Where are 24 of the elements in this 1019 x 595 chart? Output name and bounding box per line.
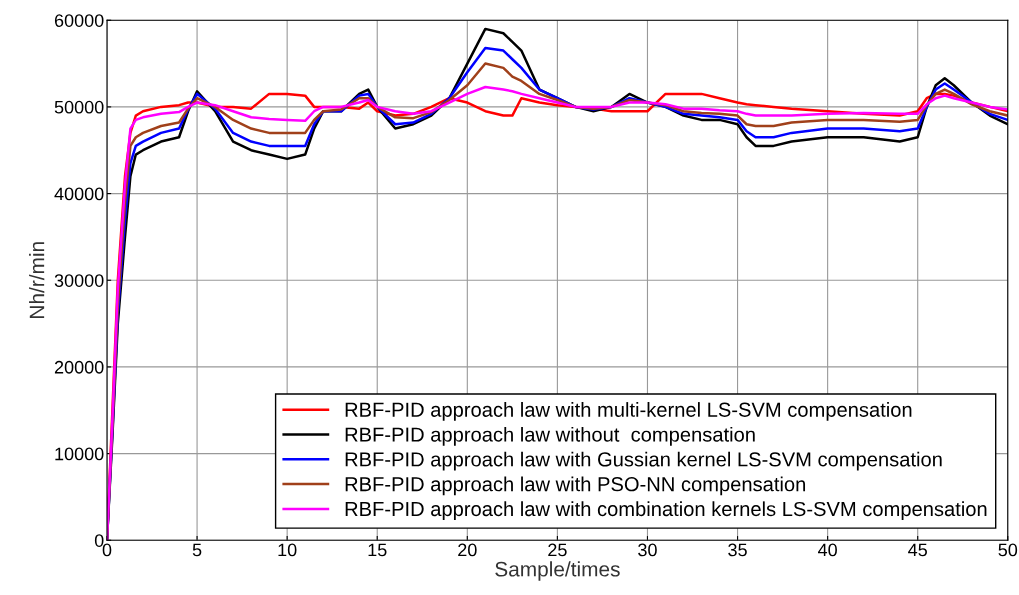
y-tick-label: 40000 [54,187,104,201]
x-tick-label: 45 [908,543,927,557]
y-tick-label: 60000 [54,14,104,27]
x-axis-title: Sample/times [495,561,620,581]
y-tick-label: 10000 [55,447,104,461]
x-tick-label: 35 [728,543,747,557]
legend-label: RBF-PID approach law without compensation [345,426,755,446]
y-tick-label: 20000 [54,360,104,374]
legend-label: RBF-PID approach law with multi-kernel LS-SVM compensation [345,402,912,421]
legend-label: RBF-PID approach law with Gussian kernel LS-SVM compensation [345,451,942,471]
y-tick-label: 0 [94,534,104,547]
y-tick-label: 50000 [54,100,104,114]
x-tick-label: 10 [278,543,297,557]
x-tick-label: 40 [818,543,837,557]
y-axis-title: Nh/r/min [29,242,45,318]
y-tick-label: 30000 [54,274,104,287]
legend-label: RBF-PID approach law with combination kernels LS-SVM compensation [345,501,987,521]
x-tick-label: 5 [192,543,202,557]
legend-label: RBF-PID approach law with PSO-NN compensation [345,476,806,496]
x-tick-label: 20 [458,543,477,557]
x-tick-label: 15 [368,543,387,557]
x-tick-label: 25 [548,543,567,557]
x-tick-label: 50 [998,543,1018,557]
x-tick-label: 30 [638,543,657,557]
